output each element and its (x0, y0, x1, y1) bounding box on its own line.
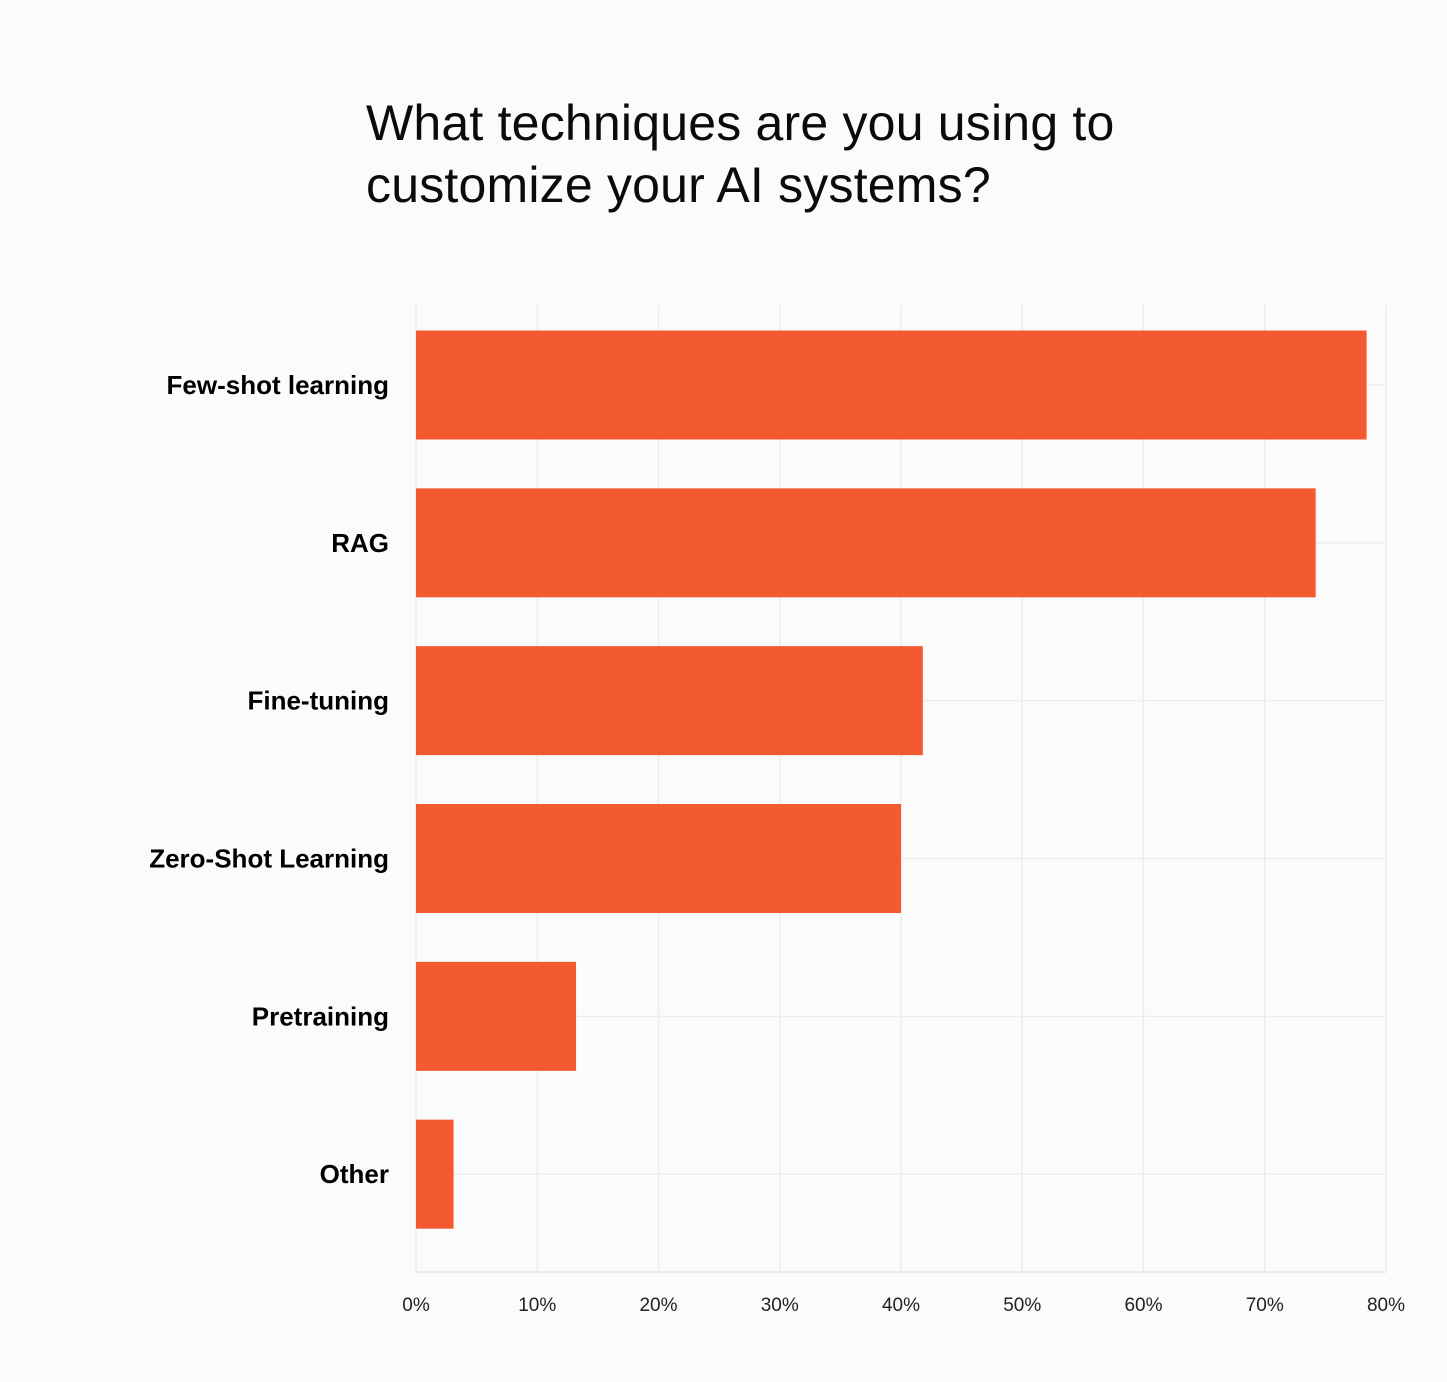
x-tick-label-60: 60% (1124, 1295, 1162, 1316)
category-label-rag: RAG (331, 528, 389, 558)
category-label-other: Other (320, 1159, 389, 1189)
bar-zero-shot-learning (416, 804, 901, 913)
bar-other (416, 1119, 454, 1229)
bar-fine-tuning (416, 646, 923, 756)
bar-rag (416, 488, 1316, 598)
x-tick-label-40: 40% (882, 1295, 920, 1316)
chart-title: What techniques are you using to customi… (366, 95, 1115, 213)
category-label-fine-tuning: Fine-tuning (247, 686, 389, 716)
category-labels: Few-shot learning RAG Fine-tuning Zero-Shot… (149, 370, 389, 1189)
x-tick-label-80: 80% (1367, 1295, 1405, 1316)
x-tick-label-0: 0% (402, 1295, 430, 1316)
x-tick-label-10: 10% (518, 1295, 556, 1316)
category-label-zero-shot-learning: Zero-Shot Learning (149, 844, 389, 874)
bar-pretraining (416, 961, 577, 1071)
x-tick-label-20: 20% (639, 1295, 677, 1316)
x-tick-label-30: 30% (761, 1295, 799, 1316)
x-tick-label-70: 70% (1246, 1295, 1284, 1316)
x-tick-label-50: 50% (1003, 1295, 1041, 1316)
category-label-pretraining: Pretraining (252, 1001, 389, 1031)
category-label-few-shot-learning: Few-shot learning (167, 370, 389, 400)
x-axis-ticks: 0% 10% 20% 30% 40% 50% 60% 70% 80% (402, 1295, 1405, 1316)
bar-few-shot-learning (416, 330, 1367, 440)
grid (415, 305, 1387, 1273)
bars (416, 330, 1367, 1229)
